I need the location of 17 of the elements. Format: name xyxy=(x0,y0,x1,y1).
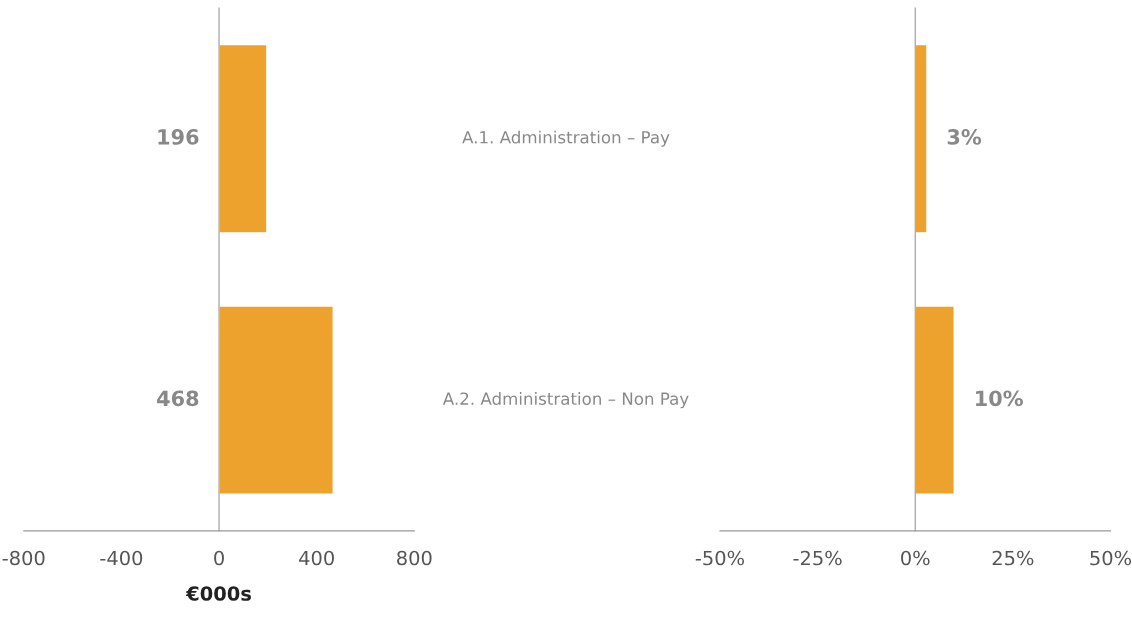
data-label: 10% xyxy=(976,390,1023,407)
x-tick-label: -50% xyxy=(695,550,744,566)
data-label: 468 xyxy=(157,390,199,407)
x-tick-label: 25% xyxy=(992,550,1034,566)
x-tick-label: 0% xyxy=(901,550,930,566)
x-tick-label: 0 xyxy=(214,550,224,566)
data-label: 196 xyxy=(158,129,199,145)
x-tick-label: -400 xyxy=(100,550,143,566)
data-label: 3% xyxy=(947,129,982,145)
x-axis-title: €000s xyxy=(185,586,251,601)
x-tick-label: 800 xyxy=(397,550,432,566)
y-tick-label: A.1. Administration – Pay xyxy=(462,130,670,147)
x-tick-label: 50% xyxy=(1090,550,1132,566)
x-tick-label: 400 xyxy=(299,550,334,566)
x-tick-label: -25% xyxy=(793,550,842,566)
y-tick-label: A.2. Administration – Non Pay xyxy=(442,392,689,409)
x-tick-label: -800 xyxy=(2,550,45,566)
